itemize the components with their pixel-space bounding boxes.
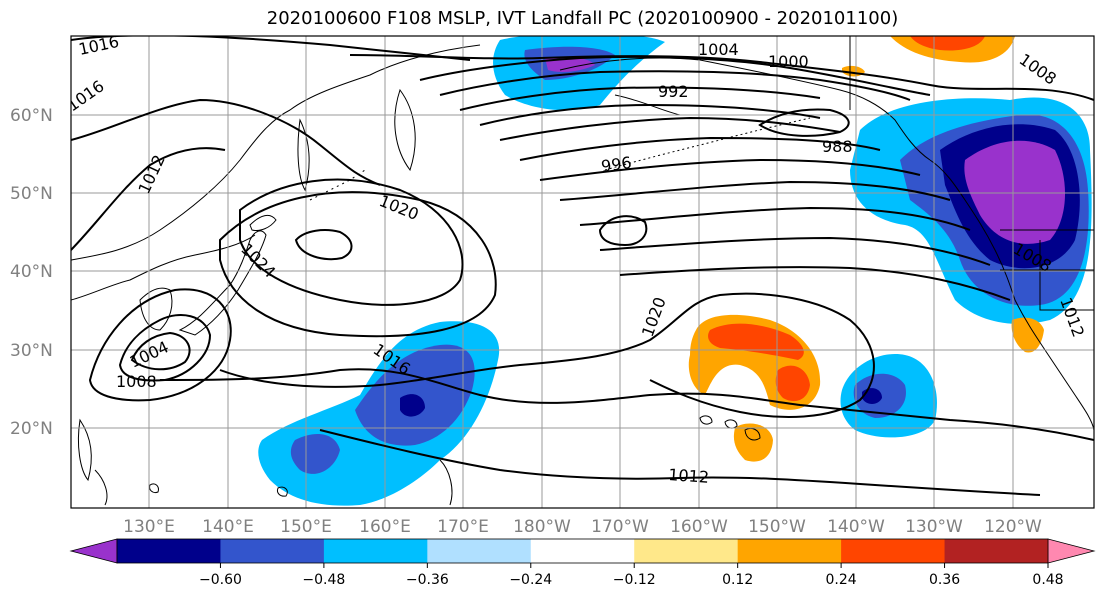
graticule [71, 36, 1094, 508]
colorbar-tick-label: −0.48 [302, 572, 345, 588]
colorbar-segment [944, 539, 1049, 563]
lat-label: 20°N [10, 419, 53, 439]
isobar-label: 996 [600, 153, 633, 176]
colorbar-tick-label: 0.48 [1032, 572, 1063, 588]
map-frame [70, 35, 1095, 509]
lon-label: 180°W [513, 517, 571, 537]
ivt-shading [258, 36, 1092, 506]
isobar-label: 1000 [768, 52, 809, 71]
colorbar-tick-label: 0.12 [722, 572, 753, 588]
colorbar-segment [737, 539, 842, 563]
isobar-label: 1004 [698, 40, 739, 59]
colorbar-tick-label: −0.24 [509, 572, 552, 588]
colorbar: −0.60 −0.48 −0.36 −0.24 −0.12 0.12 0.24 0.36 0.4… [69, 538, 1096, 588]
lon-label: 120°W [984, 517, 1042, 537]
isobar-label: 1012 [668, 465, 710, 487]
colorbar-tick-label: −0.12 [613, 572, 656, 588]
colorbar-segment [634, 539, 739, 563]
colorbar-extend-max [1047, 538, 1096, 564]
isobar-label: 992 [658, 82, 689, 101]
isobar-label: 988 [822, 137, 853, 156]
longitude-labels: 130°E 140°E 150°E 160°E 170°E 180°W 170°… [123, 517, 1042, 537]
map-title: 2020100600 F108 MSLP, IVT Landfall PC (2… [266, 8, 899, 29]
mslp-isobars [71, 36, 1094, 496]
colorbar-tick-label: −0.36 [406, 572, 449, 588]
colorbar-tick-label: 0.36 [929, 572, 960, 588]
colorbar-segment [530, 539, 635, 563]
colorbar-tick-label: 0.24 [826, 572, 857, 588]
lon-label: 170°W [591, 517, 649, 537]
lon-label: 150°E [280, 517, 332, 537]
colorbar-extend-min [69, 538, 118, 564]
lat-label: 60°N [10, 106, 53, 126]
lon-label: 130°W [905, 517, 963, 537]
colorbar-outline [116, 538, 1049, 564]
lat-label: 50°N [10, 184, 53, 204]
colorbar-segment [427, 539, 532, 563]
lon-label: 130°E [123, 517, 175, 537]
lon-label: 140°E [202, 517, 254, 537]
isobar-label: 1008 [116, 372, 157, 391]
lon-label: 150°W [748, 517, 806, 537]
lat-label: 40°N [10, 262, 53, 282]
colorbar-segment [323, 539, 428, 563]
lon-label: 160°W [670, 517, 728, 537]
lat-label: 30°N [10, 341, 53, 361]
lon-label: 140°W [827, 517, 885, 537]
colorbar-tick-label: −0.60 [199, 572, 242, 588]
lon-label: 170°E [437, 517, 489, 537]
colorbar-segment [220, 539, 325, 563]
colorbar-segment [841, 539, 946, 563]
lon-label: 160°E [359, 517, 411, 537]
latitude-labels: 60°N 50°N 40°N 30°N 20°N [10, 106, 53, 439]
colorbar-segment [117, 539, 221, 563]
